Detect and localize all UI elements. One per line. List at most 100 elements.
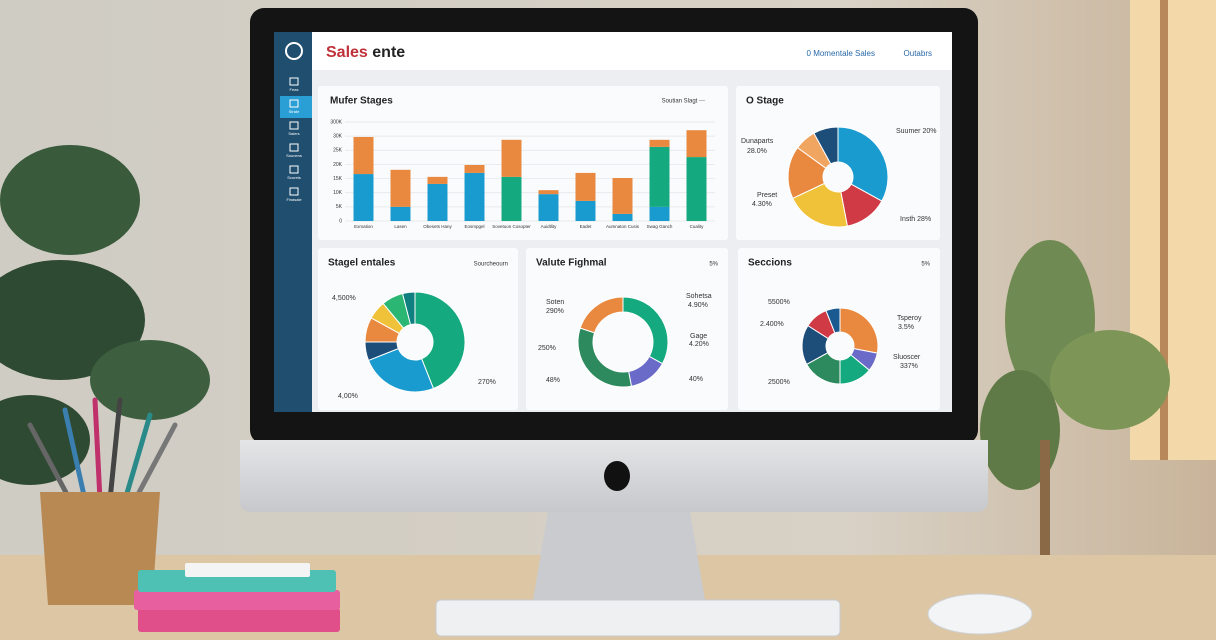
panel-title: Mufer Stages xyxy=(330,96,393,107)
panel-title: O Stage xyxy=(746,96,784,107)
panel xyxy=(736,86,940,240)
x-tick-label: Obesets Hany xyxy=(423,224,452,229)
slice-label: Soten xyxy=(546,299,564,306)
pie-slice xyxy=(837,126,889,202)
slice-label: 2500% xyxy=(768,379,790,386)
bar-segment xyxy=(649,139,670,147)
sidebar-icon xyxy=(289,77,299,86)
slice-label: 28.0% xyxy=(747,148,767,155)
bar-segment xyxy=(612,178,633,214)
x-tick-label: Exmation xyxy=(354,224,373,229)
panel-subtitle: 5% xyxy=(709,262,718,268)
sidebar-icon xyxy=(289,143,299,152)
bar-segment xyxy=(538,194,559,221)
pie-slice xyxy=(579,296,624,334)
bar-segment xyxy=(686,157,707,221)
slice-label: 250% xyxy=(538,345,556,352)
slice-label: Tsperoy xyxy=(897,315,922,322)
x-tick-label: Cuality xyxy=(690,224,705,229)
pie-slice xyxy=(414,291,466,390)
slice-label: 40% xyxy=(689,376,703,383)
bar-segment xyxy=(575,200,596,221)
sidebar-label: Scorets xyxy=(287,175,301,180)
panel xyxy=(526,248,728,410)
keyboard xyxy=(435,599,841,637)
sidebar-label: Feas xyxy=(290,87,299,92)
sidebar-label: Strate xyxy=(289,109,300,114)
slice-label: Insth 28% xyxy=(900,216,931,223)
x-tick-label: Eosmpgel xyxy=(464,224,484,229)
plant-right xyxy=(980,240,1170,560)
slice-label: 290% xyxy=(546,308,564,315)
bar-segment xyxy=(464,164,485,173)
panel-title: Stagel entales xyxy=(328,258,396,269)
slice-label: Suumer 20% xyxy=(896,128,936,135)
slice-label: Sohetsa xyxy=(686,293,712,300)
bar-segment xyxy=(649,146,670,207)
y-tick-label: 25K xyxy=(333,148,343,154)
bar-segment xyxy=(649,206,670,221)
pie-slice xyxy=(825,307,841,334)
pie-slice xyxy=(367,347,435,393)
y-tick-label: 300K xyxy=(330,119,342,125)
slice-label: 4,500% xyxy=(332,295,356,302)
panel-title: Seccions xyxy=(748,258,792,269)
x-tick-label: Swag Ganch xyxy=(647,224,673,229)
y-tick-label: 10K xyxy=(333,190,343,196)
panel-subtitle: Sourcheourn xyxy=(474,262,508,268)
sidebar-label: Sounens xyxy=(286,153,302,158)
sidebar-label: Salers xyxy=(288,131,299,136)
bar-segment xyxy=(501,176,522,221)
bar-segment xyxy=(686,130,707,158)
slice-label: 2.400% xyxy=(760,321,784,328)
bar-segment xyxy=(427,176,448,184)
slice-label: 337% xyxy=(900,363,918,370)
slice-label: 4.20% xyxy=(689,341,709,348)
bar-segment xyxy=(427,183,448,221)
panel-title: Valute Fighmal xyxy=(536,258,607,269)
bar-segment xyxy=(501,139,522,177)
y-tick-label: 30K xyxy=(333,133,343,139)
sidebar-icon xyxy=(289,99,299,108)
y-tick-label: 20K xyxy=(333,162,343,168)
slice-label: 270% xyxy=(478,379,496,386)
slice-label: 4.90% xyxy=(688,302,708,309)
x-tick-label: Aumnaton Cusis xyxy=(606,224,640,229)
sidebar-icon xyxy=(289,165,299,174)
y-tick-label: 15K xyxy=(333,176,343,182)
sidebar-label: Finasale xyxy=(286,197,302,202)
plant-left xyxy=(0,145,210,485)
slice-label: Gage xyxy=(690,333,707,340)
slice-label: 4.30% xyxy=(752,201,772,208)
pencil-cup xyxy=(27,397,178,605)
panel xyxy=(318,248,518,410)
sidebar-icon xyxy=(289,187,299,196)
bar-segment xyxy=(575,172,596,201)
x-tick-label: Eadet xyxy=(580,224,593,229)
window-frame xyxy=(1160,0,1168,460)
x-tick-label: Auidtlity xyxy=(541,224,558,229)
bar-segment xyxy=(390,206,411,221)
header-link[interactable]: Outabrs xyxy=(904,49,932,58)
slice-label: 4,00% xyxy=(338,393,358,400)
bar-segment xyxy=(612,213,633,221)
pie-slice xyxy=(401,291,416,326)
header xyxy=(312,32,952,70)
bar-segment xyxy=(390,169,411,207)
y-tick-label: 5K xyxy=(336,204,343,210)
bar-segment xyxy=(464,172,485,221)
pie-slice xyxy=(839,307,879,354)
y-tick-label: 0 xyxy=(339,218,342,224)
bar-segment xyxy=(538,190,559,195)
slice-label: Dunaparts xyxy=(741,138,774,145)
pie-slice xyxy=(792,182,848,228)
header-link[interactable]: 0 Momentale Sales xyxy=(807,49,875,58)
slice-label: 48% xyxy=(546,377,560,384)
pie-slice xyxy=(813,126,839,165)
x-tick-label: Lasen xyxy=(394,224,407,229)
slice-label: Sluoscer xyxy=(893,354,921,361)
bar-segment xyxy=(353,174,374,221)
app-icon[interactable] xyxy=(285,42,303,60)
pie-slice xyxy=(787,146,827,199)
